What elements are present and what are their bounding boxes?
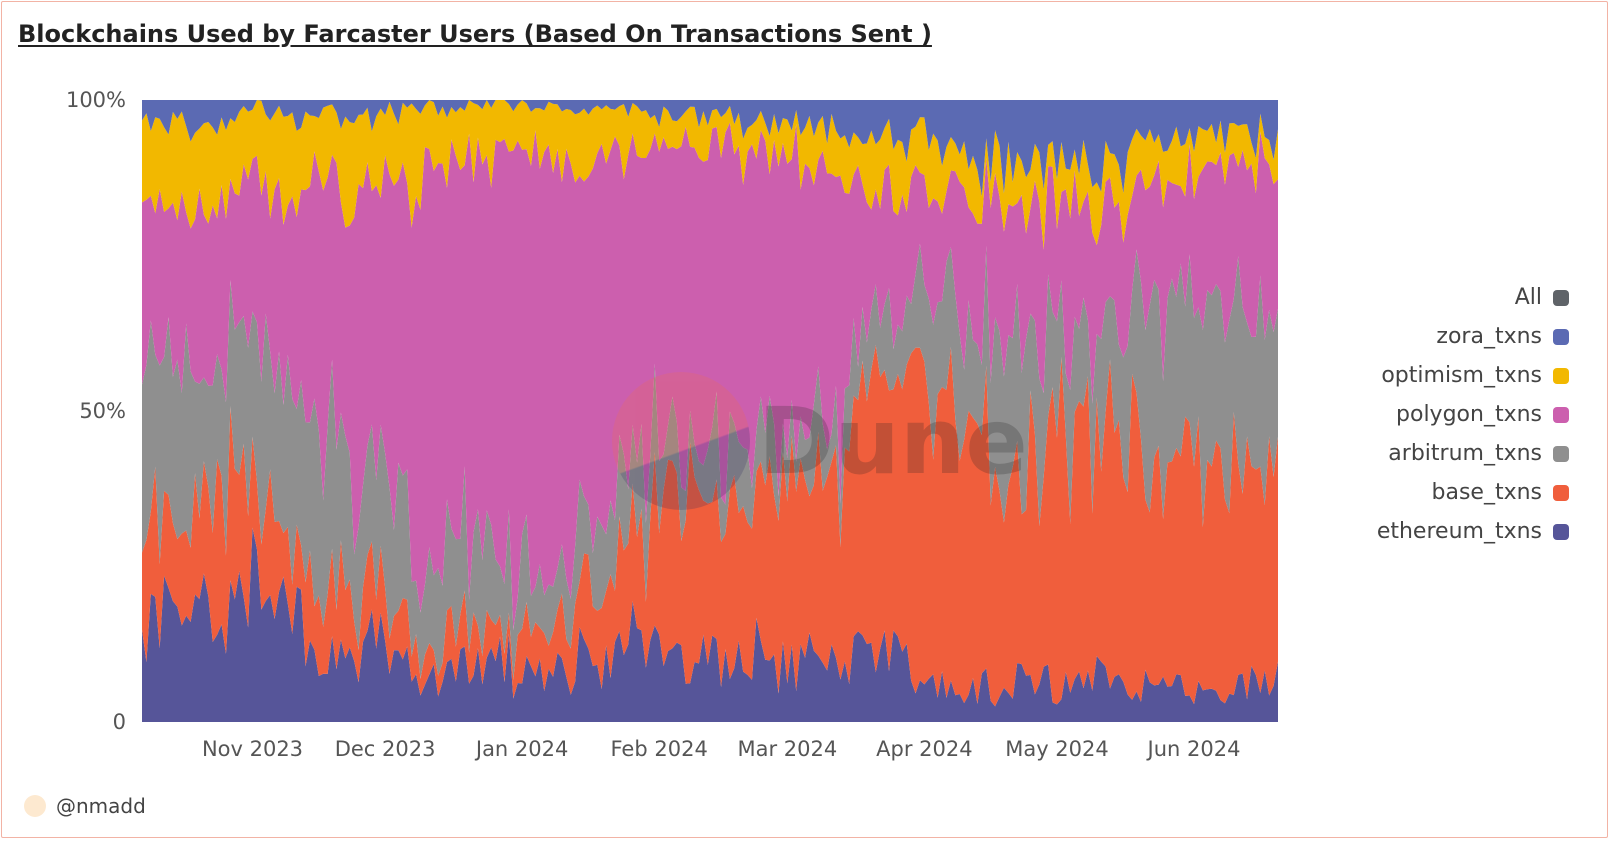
legend-label: ethereum_txns [1376, 519, 1542, 544]
y-tick-label: 0 [113, 710, 126, 734]
x-tick-label: Apr 2024 [876, 737, 972, 761]
area-base-txns[interactable] [142, 345, 1278, 707]
legend-label: optimism_txns [1381, 363, 1542, 388]
area-zora-txns[interactable] [142, 100, 1278, 197]
legend-swatch [1553, 445, 1569, 462]
x-tick-label: Mar 2024 [737, 737, 837, 761]
legend-item-base-txns[interactable]: base_txns [1377, 473, 1569, 512]
chart-title[interactable]: Blockchains Used by Farcaster Users (Bas… [18, 20, 932, 48]
legend-swatch [1553, 289, 1569, 306]
legend-swatch [1553, 328, 1569, 345]
author-name: @nmadd [56, 794, 146, 818]
legend-swatch [1553, 484, 1569, 501]
x-tick-label: Nov 2023 [202, 737, 303, 761]
avatar [24, 795, 46, 817]
y-tick-label: 50% [79, 399, 126, 423]
x-tick-label: May 2024 [1005, 737, 1109, 761]
legend-swatch [1553, 523, 1569, 540]
legend-label: zora_txns [1436, 324, 1542, 349]
area-optimism-txns[interactable] [142, 100, 1278, 250]
legend-label: polygon_txns [1396, 402, 1542, 427]
x-tick-label: Jun 2024 [1146, 737, 1241, 761]
area-ethereum-txns[interactable] [142, 527, 1278, 722]
y-tick-label: 100% [66, 88, 126, 112]
legend-label: base_txns [1431, 480, 1543, 505]
author-attribution[interactable]: @nmadd [24, 794, 146, 818]
legend-item-all[interactable]: All [1377, 278, 1569, 317]
legend-item-optimism-txns[interactable]: optimism_txns [1377, 356, 1569, 395]
legend-swatch [1553, 367, 1569, 384]
legend-swatch [1553, 406, 1569, 423]
x-tick-label: Feb 2024 [611, 737, 708, 761]
legend-label: arbitrum_txns [1388, 441, 1542, 466]
legend-item-polygon-txns[interactable]: polygon_txns [1377, 395, 1569, 434]
legend-item-ethereum-txns[interactable]: ethereum_txns [1377, 512, 1569, 551]
area-polygon-txns[interactable] [142, 122, 1278, 631]
legend-item-arbitrum-txns[interactable]: arbitrum_txns [1377, 434, 1569, 473]
x-tick-label: Jan 2024 [474, 737, 569, 761]
x-tick-label: Dec 2023 [335, 737, 436, 761]
area-arbitrum-txns[interactable] [142, 243, 1278, 680]
legend-item-zora-txns[interactable]: zora_txns [1377, 317, 1569, 356]
legend-label: All [1514, 285, 1542, 310]
